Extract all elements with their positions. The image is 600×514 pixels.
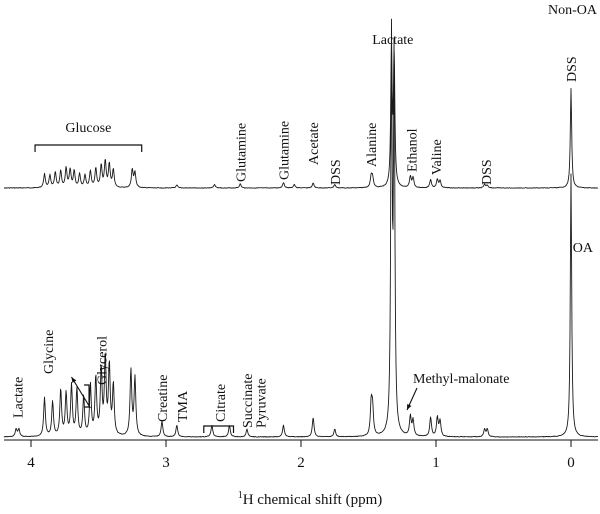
glycine-arrow (71, 376, 91, 409)
label-glutamine-2: Glutamine (277, 121, 292, 180)
glycine-arrow-head (71, 377, 77, 383)
series-label-non-oa: Non-OA (548, 3, 598, 18)
x-tick-label: 0 (567, 455, 575, 471)
glucose-bracket (34, 144, 143, 152)
x-axis-title-text: H chemical shift (ppm) (243, 492, 383, 508)
x-axis-title: 1H chemical shift (ppm) (238, 490, 383, 508)
methyl-malonate-arrow-head (407, 404, 412, 410)
x-axis-ticks: 4 3 2 1 0 (27, 440, 575, 471)
x-tick-label: 2 (297, 455, 305, 471)
label-pyruvate: Pyruvate (255, 378, 270, 428)
label-lactate-non-oa: Lactate (372, 33, 413, 48)
label-methyl-malonate: Methyl-malonate (413, 372, 509, 387)
spectrum-oa (3, 18, 598, 438)
peak-annotations: Glucose Glutamine Glutamine Acetate DSS Alani… (12, 33, 580, 433)
label-citrate: Citrate (214, 384, 229, 422)
label-glucose: Glucose (65, 121, 111, 136)
label-glycerol: Glycerol (95, 336, 110, 385)
label-succinate: Succinate (241, 374, 256, 428)
x-axis-title-superscript: 1 (238, 490, 243, 501)
label-dss-4: DSS (329, 159, 344, 185)
glycerol-bracket (84, 384, 90, 408)
x-tick-label: 3 (162, 455, 170, 471)
label-dss-0: DSS (565, 56, 580, 82)
x-tick-label: 4 (27, 455, 35, 471)
label-valine-8: Valine (430, 139, 445, 175)
label-tma: TMA (176, 390, 191, 422)
label-creatine: Creatine (156, 375, 171, 422)
citrate-bracket (203, 425, 235, 433)
series-label-oa: OA (573, 241, 594, 256)
label-lactate-oa: Lactate (12, 377, 27, 418)
label-glutamine-1: Glutamine (234, 123, 249, 182)
label-glycine: Glycine (42, 330, 57, 374)
spectrum-non-oa (4, 38, 599, 189)
label-alanine-5: Alanine (365, 123, 380, 167)
label-ethanol-7: Ethanol (406, 128, 421, 172)
x-tick-label: 1 (432, 455, 440, 471)
label-dss-9: DSS (480, 159, 495, 185)
label-acetate-3: Acetate (307, 122, 322, 165)
